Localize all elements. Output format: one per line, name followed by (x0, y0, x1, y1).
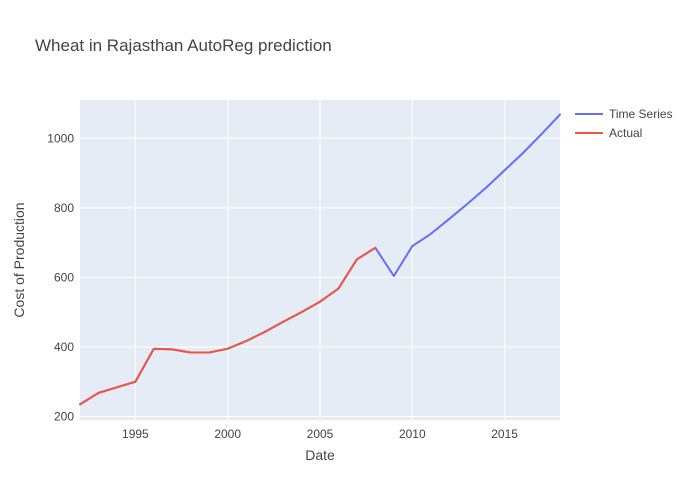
y-tick-label: 600 (54, 270, 74, 284)
y-axis-title: Cost of Production (11, 202, 27, 317)
legend-label: Time Series (609, 107, 673, 121)
legend-label: Actual (609, 126, 642, 140)
x-tick-label: 2010 (399, 427, 426, 441)
legend[interactable]: Time Series Actual (575, 107, 673, 140)
y-gridlines (80, 137, 560, 418)
x-tick-label: 2000 (214, 427, 241, 441)
x-tick-label: 1995 (122, 427, 149, 441)
series-line-actual[interactable] (79, 246, 377, 406)
y-tick-label: 400 (54, 340, 74, 354)
y-tick-label: 200 (54, 410, 74, 424)
series-lines (79, 113, 561, 406)
y-tick-label: 1000 (47, 131, 74, 145)
chart-title: Wheat in Rajasthan AutoReg prediction (35, 36, 332, 55)
y-tick-labels: 200 400 600 800 1000 (47, 131, 74, 423)
x-tick-labels: 1995 2000 2005 2010 2015 (122, 427, 518, 441)
legend-item[interactable]: Time Series (575, 107, 673, 121)
x-gridlines (134, 100, 506, 420)
legend-item[interactable]: Actual (575, 126, 642, 140)
x-tick-label: 2005 (307, 427, 334, 441)
x-axis-title: Date (305, 447, 335, 463)
x-tick-label: 2015 (491, 427, 518, 441)
y-tick-label: 800 (54, 201, 74, 215)
